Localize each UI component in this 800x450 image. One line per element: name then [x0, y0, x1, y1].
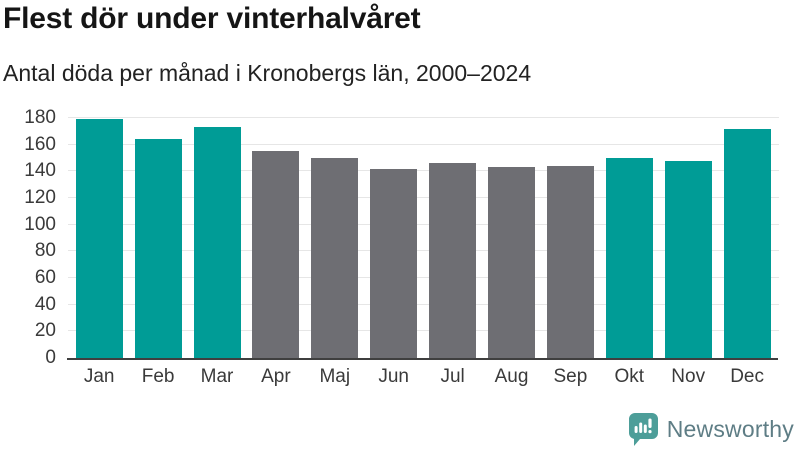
newsworthy-speech-bubble-chart-icon — [628, 413, 658, 446]
gridline-160 — [68, 143, 779, 145]
x-tick-label-jul: Jul — [440, 366, 465, 387]
x-tick-label-mar: Mar — [200, 366, 234, 387]
x-tick-label-jan: Jan — [83, 366, 115, 387]
bar-jan — [75, 119, 123, 358]
gridline-80 — [68, 250, 779, 252]
bar-jun — [370, 168, 418, 358]
x-tick-label-okt: Okt — [614, 366, 645, 387]
bar-jul — [429, 163, 477, 358]
y-tick-label-80: 80 — [34, 240, 56, 262]
page-title: Flest dör under vinterhalvåret — [3, 2, 421, 35]
y-tick-label-100: 100 — [24, 213, 56, 235]
bar-mar — [193, 127, 241, 358]
gridline-120 — [68, 197, 779, 198]
gridline-20 — [68, 330, 779, 332]
gridline-140 — [68, 170, 779, 172]
y-tick-label-180: 180 — [24, 107, 56, 128]
bar-maj — [311, 158, 359, 358]
x-tick-label-maj: Maj — [319, 366, 351, 387]
x-tick-label-sep: Sep — [553, 366, 588, 387]
bar-okt — [605, 158, 653, 358]
x-tick-label-jun: Jun — [378, 366, 409, 387]
y-tick-label-20: 20 — [34, 320, 56, 342]
chart-subtitle: Antal döda per månad i Kronobergs län, 2… — [3, 60, 532, 86]
x-tick-label-dec: Dec — [730, 366, 764, 387]
y-axis: 0 20 40 60 80 100 120 140 160 180 — [0, 108, 58, 368]
gridline-60 — [68, 277, 779, 278]
newsworthy-logo: Newsworthy — [628, 413, 794, 446]
bar-sep — [546, 166, 594, 358]
y-tick-label-140: 140 — [24, 160, 56, 182]
gridline-40 — [68, 303, 779, 305]
y-tick-label-60: 60 — [34, 267, 56, 288]
y-tick-label-120: 120 — [24, 187, 56, 208]
x-tick-label-aug: Aug — [494, 366, 529, 387]
x-tick-label-apr: Apr — [261, 366, 291, 387]
x-tick-label-feb: Feb — [141, 366, 175, 387]
gridline-100 — [68, 223, 779, 225]
bar-dec — [723, 128, 771, 358]
y-tick-label-40: 40 — [34, 293, 56, 315]
x-tick-label-nov: Nov — [671, 366, 706, 387]
gridline-180 — [68, 117, 779, 118]
x-axis: Jan Feb Mar Apr Maj Jun Jul Aug Sep Okt Nov Dec — [68, 366, 779, 394]
y-tick-label-160: 160 — [24, 133, 56, 155]
y-tick-label-0: 0 — [45, 347, 56, 368]
bar-nov — [664, 160, 712, 358]
bar-apr — [252, 151, 300, 358]
bar-aug — [488, 167, 535, 358]
bar-feb — [134, 139, 182, 358]
brand-name: Newsworthy — [666, 416, 794, 442]
x-axis-line — [67, 358, 778, 360]
bar-chart-plot-area — [67, 112, 779, 360]
